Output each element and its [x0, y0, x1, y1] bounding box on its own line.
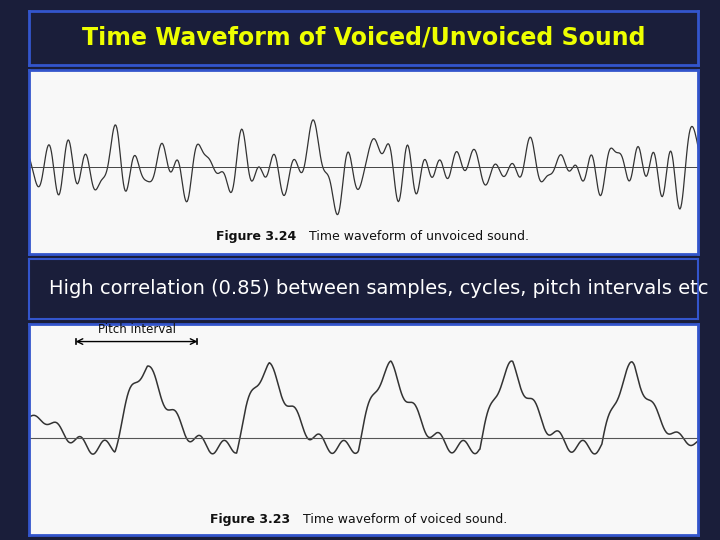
Text: Pitch interval: Pitch interval [97, 323, 176, 336]
Text: Time Waveform of Voiced/Unvoiced Sound: Time Waveform of Voiced/Unvoiced Sound [82, 26, 645, 50]
Text: Time waveform of voiced sound.: Time waveform of voiced sound. [287, 513, 507, 526]
Text: Figure 3.23: Figure 3.23 [210, 513, 289, 526]
Text: Figure 3.24: Figure 3.24 [216, 230, 297, 243]
Text: Time waveform of unvoiced sound.: Time waveform of unvoiced sound. [293, 230, 529, 243]
Text: High correlation (0.85) between samples, cycles, pitch intervals etc: High correlation (0.85) between samples,… [49, 279, 708, 299]
